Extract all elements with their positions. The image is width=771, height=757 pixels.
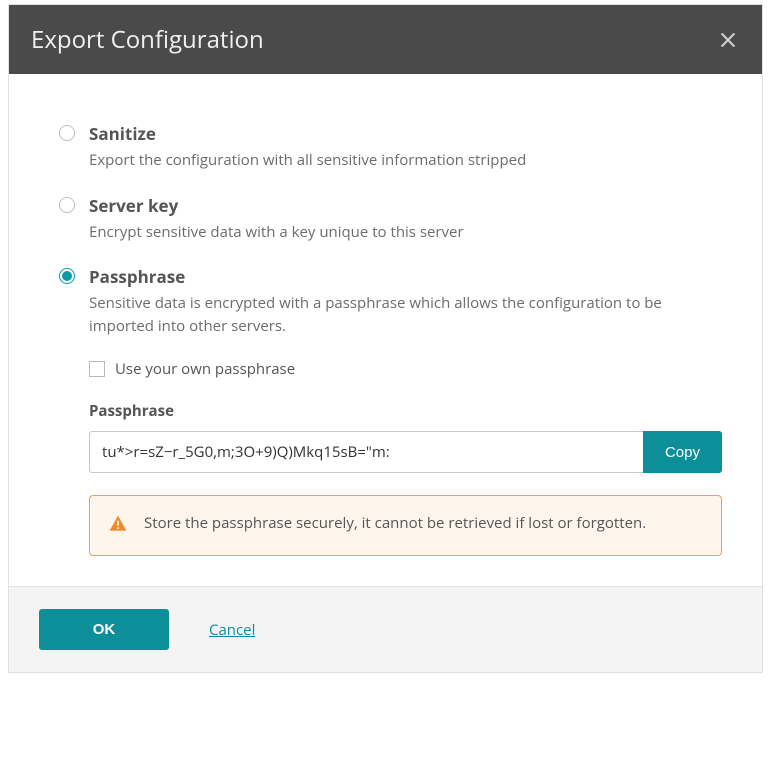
warning-text: Store the passphrase securely, it cannot… — [144, 512, 646, 535]
option-passphrase-desc: Sensitive data is encrypted with a passp… — [89, 292, 722, 337]
own-passphrase-row[interactable]: Use your own passphrase — [89, 359, 722, 379]
dialog-footer: OK Cancel — [9, 586, 762, 672]
radio-server-key[interactable] — [59, 197, 75, 213]
option-server-key[interactable]: Server key Encrypt sensitive data with a… — [59, 194, 722, 244]
option-server-key-content: Server key Encrypt sensitive data with a… — [89, 194, 722, 244]
dialog-title: Export Configuration — [31, 23, 264, 56]
passphrase-subsection: Use your own passphrase Passphrase Copy … — [89, 359, 722, 556]
option-server-key-desc: Encrypt sensitive data with a key unique… — [89, 221, 722, 244]
warning-alert: Store the passphrase securely, it cannot… — [89, 495, 722, 556]
option-sanitize-desc: Export the configuration with all sensit… — [89, 149, 722, 172]
option-sanitize-content: Sanitize Export the configuration with a… — [89, 122, 722, 172]
dialog-header: Export Configuration — [9, 5, 762, 74]
option-passphrase-title: Passphrase — [89, 265, 722, 288]
ok-button[interactable]: OK — [39, 609, 169, 650]
close-button[interactable] — [716, 28, 740, 52]
passphrase-input[interactable] — [89, 431, 643, 473]
option-passphrase[interactable]: Passphrase Sensitive data is encrypted w… — [59, 265, 722, 337]
warning-icon — [108, 514, 128, 539]
option-server-key-title: Server key — [89, 194, 722, 217]
option-passphrase-content: Passphrase Sensitive data is encrypted w… — [89, 265, 722, 337]
option-sanitize-title: Sanitize — [89, 122, 722, 145]
passphrase-field-label: Passphrase — [89, 401, 722, 421]
close-icon — [718, 30, 738, 50]
option-sanitize[interactable]: Sanitize Export the configuration with a… — [59, 122, 722, 172]
own-passphrase-checkbox[interactable] — [89, 361, 105, 377]
own-passphrase-label: Use your own passphrase — [115, 359, 295, 379]
radio-sanitize[interactable] — [59, 125, 75, 141]
passphrase-input-row: Copy — [89, 431, 722, 473]
export-configuration-dialog: Export Configuration Sanitize Export the… — [8, 4, 763, 673]
radio-passphrase[interactable] — [59, 268, 75, 284]
cancel-link[interactable]: Cancel — [209, 620, 255, 640]
dialog-body: Sanitize Export the configuration with a… — [9, 74, 762, 586]
copy-button[interactable]: Copy — [643, 431, 722, 473]
